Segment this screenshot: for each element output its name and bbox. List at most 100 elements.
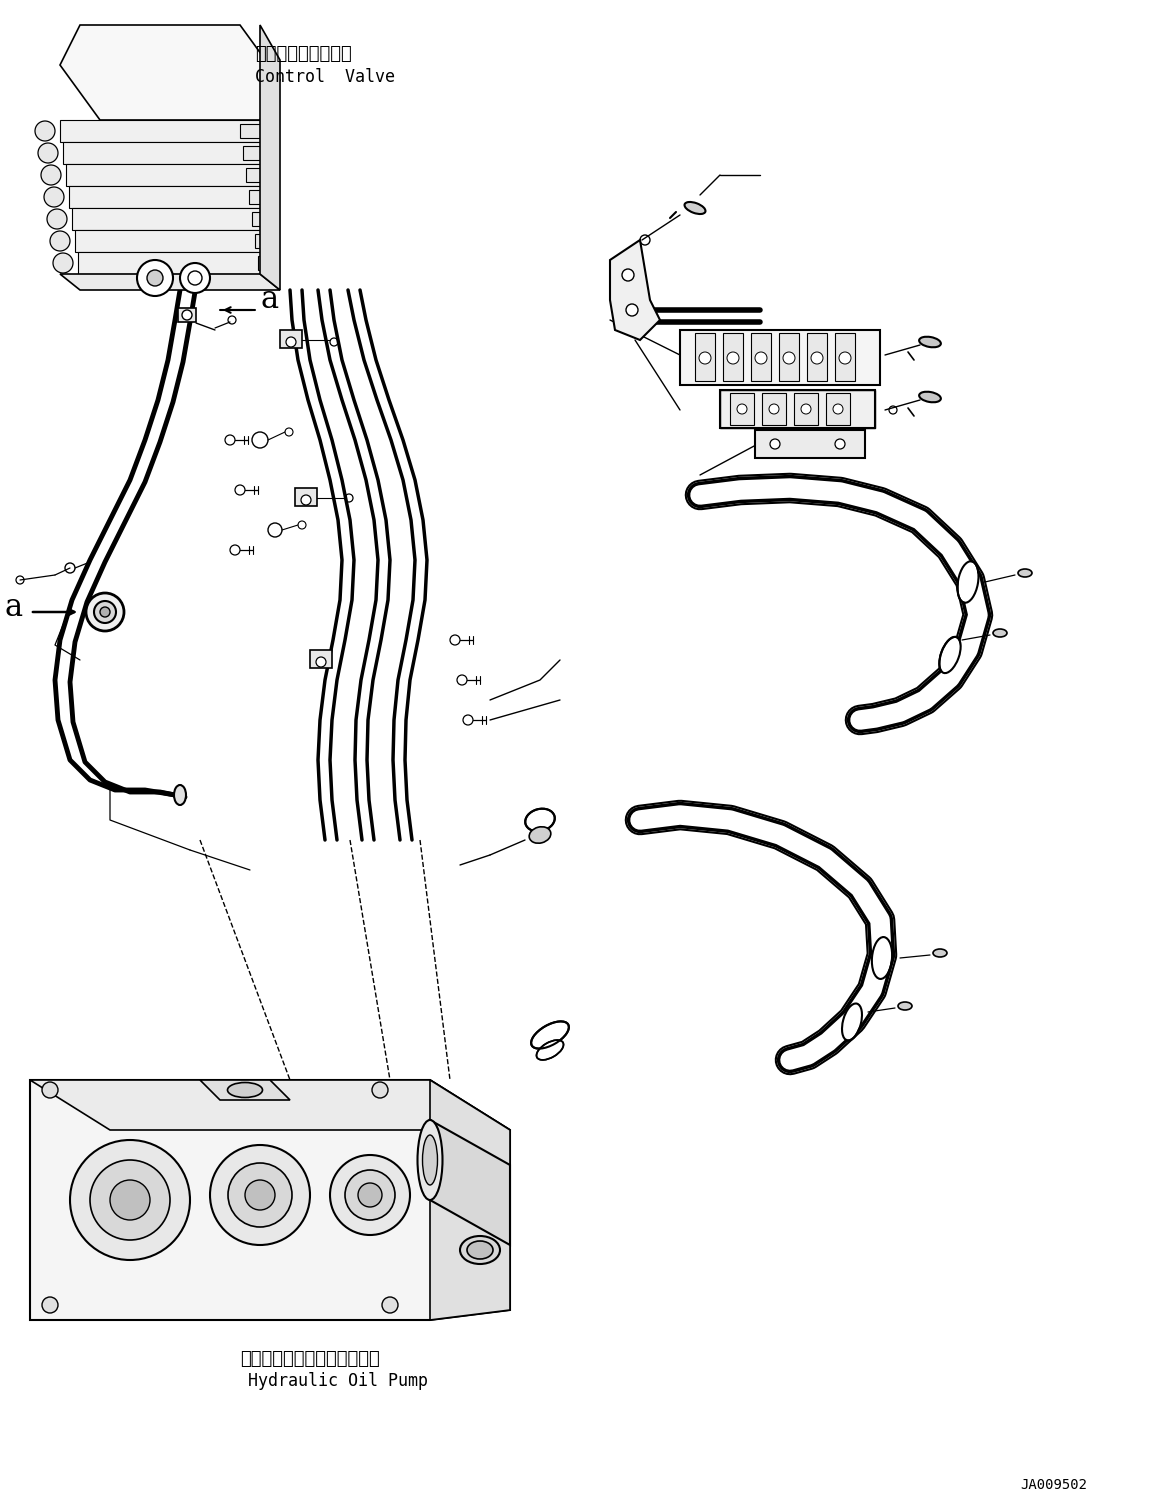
- Polygon shape: [60, 25, 280, 119]
- Circle shape: [345, 1170, 396, 1220]
- Circle shape: [182, 310, 193, 321]
- Text: Control  Valve: Control Valve: [255, 69, 396, 86]
- Bar: [695, 332, 715, 382]
- Bar: [780, 332, 799, 382]
- Bar: [755, 429, 865, 458]
- Polygon shape: [610, 240, 660, 340]
- Bar: [720, 391, 875, 428]
- Ellipse shape: [898, 1002, 912, 1009]
- Bar: [826, 394, 850, 425]
- Circle shape: [42, 1082, 58, 1097]
- Circle shape: [70, 1141, 190, 1260]
- Circle shape: [802, 404, 811, 414]
- Ellipse shape: [536, 1041, 564, 1060]
- Text: a: a: [5, 592, 23, 623]
- Ellipse shape: [86, 593, 124, 631]
- Circle shape: [699, 352, 711, 364]
- Ellipse shape: [94, 601, 116, 623]
- Ellipse shape: [227, 1082, 262, 1097]
- Circle shape: [137, 259, 173, 297]
- Circle shape: [245, 1179, 275, 1211]
- Circle shape: [50, 231, 70, 250]
- Circle shape: [180, 262, 210, 294]
- Polygon shape: [72, 209, 271, 230]
- Ellipse shape: [933, 948, 947, 957]
- Bar: [255, 234, 275, 248]
- Circle shape: [783, 352, 795, 364]
- Bar: [280, 330, 302, 347]
- Polygon shape: [30, 1079, 510, 1130]
- Bar: [730, 394, 754, 425]
- Circle shape: [287, 337, 296, 347]
- Ellipse shape: [422, 1135, 437, 1185]
- Circle shape: [316, 658, 326, 666]
- Polygon shape: [260, 25, 280, 291]
- Ellipse shape: [1018, 570, 1032, 577]
- Ellipse shape: [525, 808, 554, 832]
- Circle shape: [737, 404, 747, 414]
- Bar: [751, 332, 771, 382]
- Circle shape: [329, 1156, 409, 1235]
- Circle shape: [42, 1297, 58, 1314]
- Circle shape: [41, 166, 61, 185]
- Circle shape: [358, 1182, 382, 1208]
- Bar: [246, 168, 266, 182]
- Bar: [835, 332, 855, 382]
- Bar: [723, 332, 744, 382]
- Polygon shape: [68, 186, 269, 209]
- Circle shape: [622, 268, 635, 280]
- Circle shape: [727, 352, 739, 364]
- Bar: [242, 146, 263, 160]
- Circle shape: [44, 186, 64, 207]
- Ellipse shape: [174, 784, 186, 805]
- Bar: [252, 212, 271, 227]
- Circle shape: [210, 1145, 310, 1245]
- Bar: [793, 394, 818, 425]
- Polygon shape: [430, 1079, 510, 1320]
- Bar: [680, 330, 880, 385]
- Ellipse shape: [993, 629, 1007, 637]
- Polygon shape: [60, 119, 260, 142]
- Circle shape: [811, 352, 822, 364]
- Bar: [310, 650, 332, 668]
- Text: コントロールバルブ: コントロールバルブ: [255, 45, 351, 63]
- Bar: [762, 394, 786, 425]
- Polygon shape: [78, 252, 278, 274]
- Ellipse shape: [529, 828, 551, 844]
- Ellipse shape: [957, 561, 979, 602]
- Polygon shape: [66, 164, 266, 186]
- Circle shape: [755, 352, 767, 364]
- Circle shape: [382, 1297, 398, 1314]
- Ellipse shape: [919, 337, 941, 347]
- Circle shape: [147, 270, 164, 286]
- Ellipse shape: [467, 1241, 493, 1258]
- Ellipse shape: [684, 201, 705, 215]
- Circle shape: [35, 121, 55, 142]
- Ellipse shape: [872, 936, 892, 980]
- Circle shape: [833, 404, 843, 414]
- Ellipse shape: [461, 1236, 500, 1264]
- Polygon shape: [200, 1079, 290, 1100]
- Bar: [295, 488, 317, 505]
- Text: ハイドロリックオイルポンプ: ハイドロリックオイルポンプ: [240, 1349, 379, 1369]
- Bar: [258, 256, 278, 270]
- Text: JA009502: JA009502: [1020, 1478, 1087, 1491]
- Circle shape: [90, 1160, 171, 1241]
- Circle shape: [38, 143, 58, 163]
- Bar: [249, 189, 269, 204]
- Circle shape: [626, 304, 638, 316]
- Polygon shape: [30, 1079, 510, 1320]
- Circle shape: [229, 1163, 292, 1227]
- Polygon shape: [63, 142, 263, 164]
- Circle shape: [48, 209, 67, 230]
- Circle shape: [835, 438, 844, 449]
- Polygon shape: [430, 1120, 510, 1245]
- Polygon shape: [60, 274, 280, 291]
- Ellipse shape: [100, 607, 110, 617]
- Text: Hydraulic Oil Pump: Hydraulic Oil Pump: [248, 1372, 428, 1390]
- Polygon shape: [75, 230, 275, 252]
- Circle shape: [769, 404, 780, 414]
- Circle shape: [770, 438, 780, 449]
- Ellipse shape: [919, 392, 941, 403]
- Circle shape: [300, 495, 311, 505]
